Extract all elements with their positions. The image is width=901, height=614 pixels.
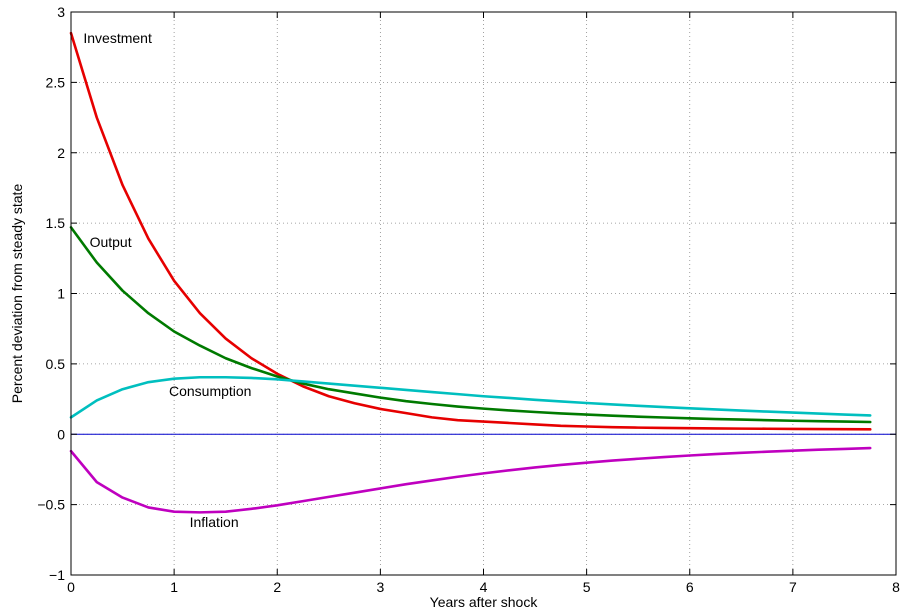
y-tick-label-4: 1 — [57, 286, 65, 302]
series-label-output: Output — [90, 234, 132, 250]
x-tick-label-8: 8 — [892, 579, 900, 595]
y-tick-label-7: 2.5 — [46, 74, 66, 90]
x-tick-label-3: 3 — [376, 579, 384, 595]
x-tick-label-2: 2 — [273, 579, 281, 595]
y-tick-label-0: −1 — [49, 567, 65, 583]
y-axis-title: Percent deviation from steady state — [9, 184, 25, 404]
series-line-output — [69, 226, 872, 424]
series-label-consumption: Consumption — [169, 383, 252, 399]
y-tick-label-6: 2 — [57, 145, 65, 161]
series-annotations: Investment Output Consumption Inflation — [83, 30, 251, 530]
x-tick-label-1: 1 — [170, 579, 178, 595]
x-tick-label-6: 6 — [686, 579, 694, 595]
y-tick-label-3: 0.5 — [46, 356, 66, 372]
grid — [71, 12, 896, 575]
x-tick-label-5: 5 — [583, 579, 591, 595]
y-tick-label-1: −0.5 — [37, 497, 65, 513]
y-tick-label-8: 3 — [57, 4, 65, 20]
y-tick-label-2: 0 — [57, 426, 65, 442]
axis-ticks: 0 1 2 3 4 5 6 7 8 −1 −0.5 0 0.5 1 1.5 2 2.5 3 — [37, 4, 900, 595]
series-line-consumption — [69, 375, 872, 419]
series-line-investment — [69, 31, 872, 431]
x-tick-label-7: 7 — [789, 579, 797, 595]
series-group — [69, 31, 872, 514]
series-label-inflation: Inflation — [190, 514, 239, 530]
y-tick-label-5: 1.5 — [46, 215, 66, 231]
x-tick-label-4: 4 — [480, 579, 488, 595]
series-line-inflation — [69, 446, 872, 514]
series-label-investment: Investment — [83, 30, 152, 46]
x-tick-label-0: 0 — [67, 579, 75, 595]
x-axis-title: Years after shock — [430, 594, 539, 610]
